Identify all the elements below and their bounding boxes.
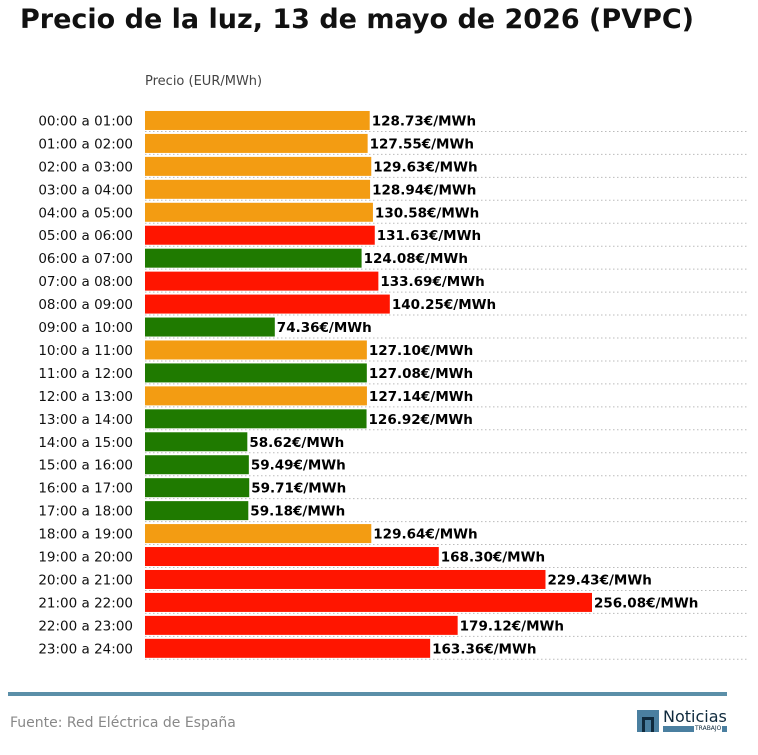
price-data-label: 256.08€/MWh [594, 595, 698, 611]
price-bar [145, 340, 367, 360]
price-bar [145, 455, 249, 475]
hour-tick-label: 17:00 a 18:00 [38, 504, 133, 520]
hour-tick-label: 18:00 a 19:00 [38, 527, 133, 543]
price-bar [145, 615, 458, 635]
price-data-label: 179.12€/MWh [460, 618, 564, 634]
hour-tick-label: 13:00 a 14:00 [38, 412, 133, 428]
hour-tick-label: 20:00 a 21:00 [38, 572, 133, 588]
price-bar [145, 110, 370, 130]
price-data-label: 140.25€/MWh [392, 297, 496, 313]
source-note: Fuente: Red Eléctrica de España [10, 715, 236, 731]
price-bar [145, 432, 248, 452]
price-data-label: 128.73€/MWh [372, 113, 476, 129]
hour-tick-label: 21:00 a 22:00 [38, 595, 133, 611]
price-data-label: 59.18€/MWh [250, 504, 345, 520]
price-data-label: 58.62€/MWh [249, 435, 344, 451]
y-axis-label: Precio (EUR/MWh) [145, 74, 263, 89]
price-bar [145, 248, 362, 268]
footer-rule [8, 692, 727, 696]
price-data-label: 130.58€/MWh [375, 205, 479, 221]
price-bar [145, 409, 367, 429]
logo-mark-icon [637, 710, 659, 732]
hour-tick-label: 08:00 a 09:00 [38, 297, 133, 313]
price-bar [145, 569, 546, 589]
price-data-label: 129.63€/MWh [373, 159, 477, 175]
hour-tick-label: 05:00 a 06:00 [38, 228, 133, 244]
hour-tick-label: 22:00 a 23:00 [38, 618, 133, 634]
price-bar [145, 179, 371, 199]
price-data-label: 127.55€/MWh [370, 136, 474, 152]
price-data-label: 131.63€/MWh [377, 228, 481, 244]
hour-tick-label: 09:00 a 10:00 [38, 320, 133, 336]
price-bar [145, 156, 372, 176]
price-data-label: 163.36€/MWh [432, 641, 536, 657]
price-bar [145, 225, 375, 245]
hour-tick-label: 03:00 a 04:00 [38, 182, 133, 198]
price-data-label: 127.14€/MWh [369, 389, 473, 405]
noticias-trabajo-logo: Noticias TRABAJO [636, 707, 736, 736]
price-data-label: 129.64€/MWh [373, 527, 477, 543]
price-data-label: 124.08€/MWh [364, 251, 468, 267]
chart-title: Precio de la luz, 13 de mayo de 2026 (PV… [20, 4, 695, 35]
hour-tick-label: 01:00 a 02:00 [38, 136, 133, 152]
price-bar [145, 317, 275, 337]
hour-tick-label: 10:00 a 11:00 [38, 343, 133, 359]
price-data-label: 59.71€/MWh [251, 481, 346, 497]
price-data-label: 229.43€/MWh [547, 572, 651, 588]
price-bar [145, 202, 373, 222]
price-bar [145, 478, 250, 498]
price-bar [145, 501, 249, 521]
hour-tick-label: 07:00 a 08:00 [38, 274, 133, 290]
hour-tick-label: 16:00 a 17:00 [38, 481, 133, 497]
price-data-label: 127.10€/MWh [369, 343, 473, 359]
price-bar [145, 547, 439, 567]
price-data-label: 127.08€/MWh [369, 366, 473, 382]
hour-tick-label: 19:00 a 20:00 [38, 550, 133, 566]
price-bar [145, 363, 367, 383]
hour-tick-label: 12:00 a 13:00 [38, 389, 133, 405]
hour-tick-label: 15:00 a 16:00 [38, 458, 133, 474]
price-bar [145, 524, 372, 544]
hour-tick-label: 11:00 a 12:00 [38, 366, 133, 382]
hour-tick-label: 06:00 a 07:00 [38, 251, 133, 267]
price-data-label: 128.94€/MWh [372, 182, 476, 198]
hour-tick-label: 02:00 a 03:00 [38, 159, 133, 175]
price-data-label: 59.49€/MWh [251, 458, 346, 474]
price-bar [145, 271, 379, 291]
logo-text: Noticias [663, 707, 727, 726]
price-data-label: 74.36€/MWh [277, 320, 372, 336]
hour-tick-label: 23:00 a 24:00 [38, 641, 133, 657]
logo-subtext: TRABAJO [694, 725, 723, 732]
price-bar [145, 638, 431, 658]
hour-tick-label: 04:00 a 05:00 [38, 205, 133, 221]
price-bar [145, 592, 592, 612]
price-bar [145, 386, 367, 406]
hour-tick-label: 00:00 a 01:00 [38, 113, 133, 129]
price-data-label: 133.69€/MWh [380, 274, 484, 290]
price-bar-chart: 00:00 a 01:00 128.73€/MWh 01:00 a 02:00 127… [38, 110, 747, 660]
price-data-label: 126.92€/MWh [369, 412, 473, 428]
hour-tick-label: 14:00 a 15:00 [38, 435, 133, 451]
price-data-label: 168.30€/MWh [441, 550, 545, 566]
price-bar [145, 133, 368, 153]
price-bar [145, 294, 390, 314]
